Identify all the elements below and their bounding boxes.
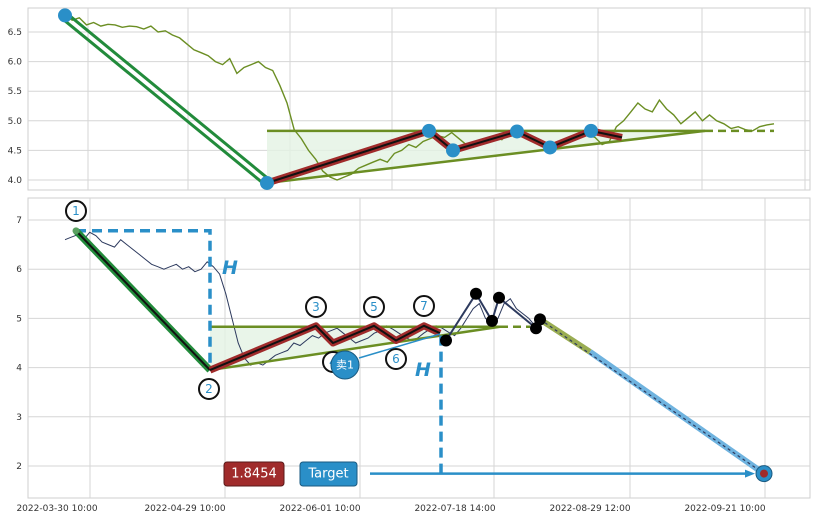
target-point-inner <box>760 469 768 478</box>
height-measure-line <box>76 229 212 371</box>
point-label-circle <box>65 200 87 222</box>
point-label-text: 2 <box>205 382 213 396</box>
top-y-tick-label: 6.0 <box>8 58 23 68</box>
top-chart-panel: 4.0 4.5 5.0 5.5 6.0 6.5 <box>8 7 811 191</box>
top-y-tick-label: 4.5 <box>8 146 22 156</box>
top-key-point <box>446 143 460 158</box>
point-label-text: 5 <box>370 300 378 314</box>
height-label-bottom: H <box>415 359 431 381</box>
top-y-tick-label: 5.5 <box>8 87 22 97</box>
sell-label: 卖1 <box>336 359 354 372</box>
breakout-point <box>486 314 498 327</box>
target-marker <box>755 465 773 483</box>
bottom-x-axis: 2022-03-30 10:00 2022-04-29 10:00 2022-06-… <box>16 504 765 514</box>
sell-marker: 卖1 <box>330 350 360 380</box>
point-label-text: 1 <box>72 204 80 218</box>
sell-arrow-line <box>358 333 441 359</box>
target-box-text: Target <box>307 467 348 482</box>
bottom-x-tick-label: 2022-03-30 10:00 <box>16 504 97 514</box>
bottom-pattern-line <box>209 324 441 372</box>
breakout-points <box>440 287 546 347</box>
top-key-point <box>584 123 598 138</box>
top-price-line <box>64 14 775 181</box>
sell-circle <box>330 350 360 380</box>
top-drop-line <box>61 17 265 186</box>
top-drop-line-2 <box>67 13 272 183</box>
bottom-x-tick-label: 2022-04-29 10:00 <box>144 504 225 514</box>
target-box-bg <box>299 461 358 487</box>
top-key-point <box>260 175 274 190</box>
start-point-dot <box>72 227 80 235</box>
point-label-circle <box>413 295 435 317</box>
breakout-point <box>493 291 505 304</box>
target-value-box-bg <box>223 461 285 487</box>
point-label-text: 3 <box>312 300 320 314</box>
breakout-point <box>470 287 482 300</box>
top-y-tick-label: 6.5 <box>8 28 22 38</box>
bottom-drop-line <box>75 230 211 371</box>
top-key-point <box>422 123 436 138</box>
bottom-y-tick-label: 4 <box>16 364 22 374</box>
top-key-points <box>58 8 598 190</box>
top-key-point <box>58 8 72 23</box>
bottom-x-tick-label: 2022-06-01 10:00 <box>279 504 360 514</box>
point-label-circle <box>305 296 327 318</box>
top-key-point <box>543 140 557 155</box>
bottom-y-tick-label: 6 <box>16 265 22 275</box>
bottom-y-tick-label: 7 <box>16 216 22 226</box>
top-y-tick-label: 4.0 <box>8 176 23 186</box>
point-labels: 1234567 <box>65 200 435 400</box>
target-arrow-head <box>745 469 755 478</box>
top-key-point <box>510 124 524 139</box>
point-label-circle <box>385 348 407 370</box>
point-label-circle <box>198 378 220 400</box>
top-y-tick-label: 5.0 <box>8 117 23 127</box>
target-value-text: 1.8454 <box>231 467 277 482</box>
point-label-circle <box>363 296 385 318</box>
bottom-x-tick-label: 2022-07-18 14:00 <box>414 504 495 514</box>
bottom-y-tick-label: 3 <box>16 413 22 423</box>
top-y-axis: 4.0 4.5 5.0 5.5 6.0 6.5 <box>8 28 23 186</box>
point-label-text: 6 <box>392 352 400 366</box>
bottom-x-tick-label: 2022-08-29 12:00 <box>549 504 630 514</box>
bottom-y-axis: 2 3 4 5 6 7 <box>16 216 22 472</box>
top-support-line <box>266 129 706 185</box>
bottom-panel-frame <box>27 197 811 499</box>
target-value-box: 1.8454 <box>223 461 285 487</box>
point-label-text: 7 <box>420 299 428 313</box>
bottom-y-tick-label: 2 <box>16 462 22 472</box>
breakout-point <box>534 313 546 326</box>
height-label-top: H <box>222 257 238 279</box>
bottom-support-line <box>209 325 501 372</box>
top-grid <box>28 8 810 190</box>
projection-band-olive <box>538 316 592 355</box>
bottom-y-tick-label: 5 <box>16 314 22 324</box>
bottom-x-tick-label: 2022-09-21 10:00 <box>684 504 765 514</box>
target-box: Target <box>299 461 358 487</box>
breakout-point <box>440 334 452 347</box>
